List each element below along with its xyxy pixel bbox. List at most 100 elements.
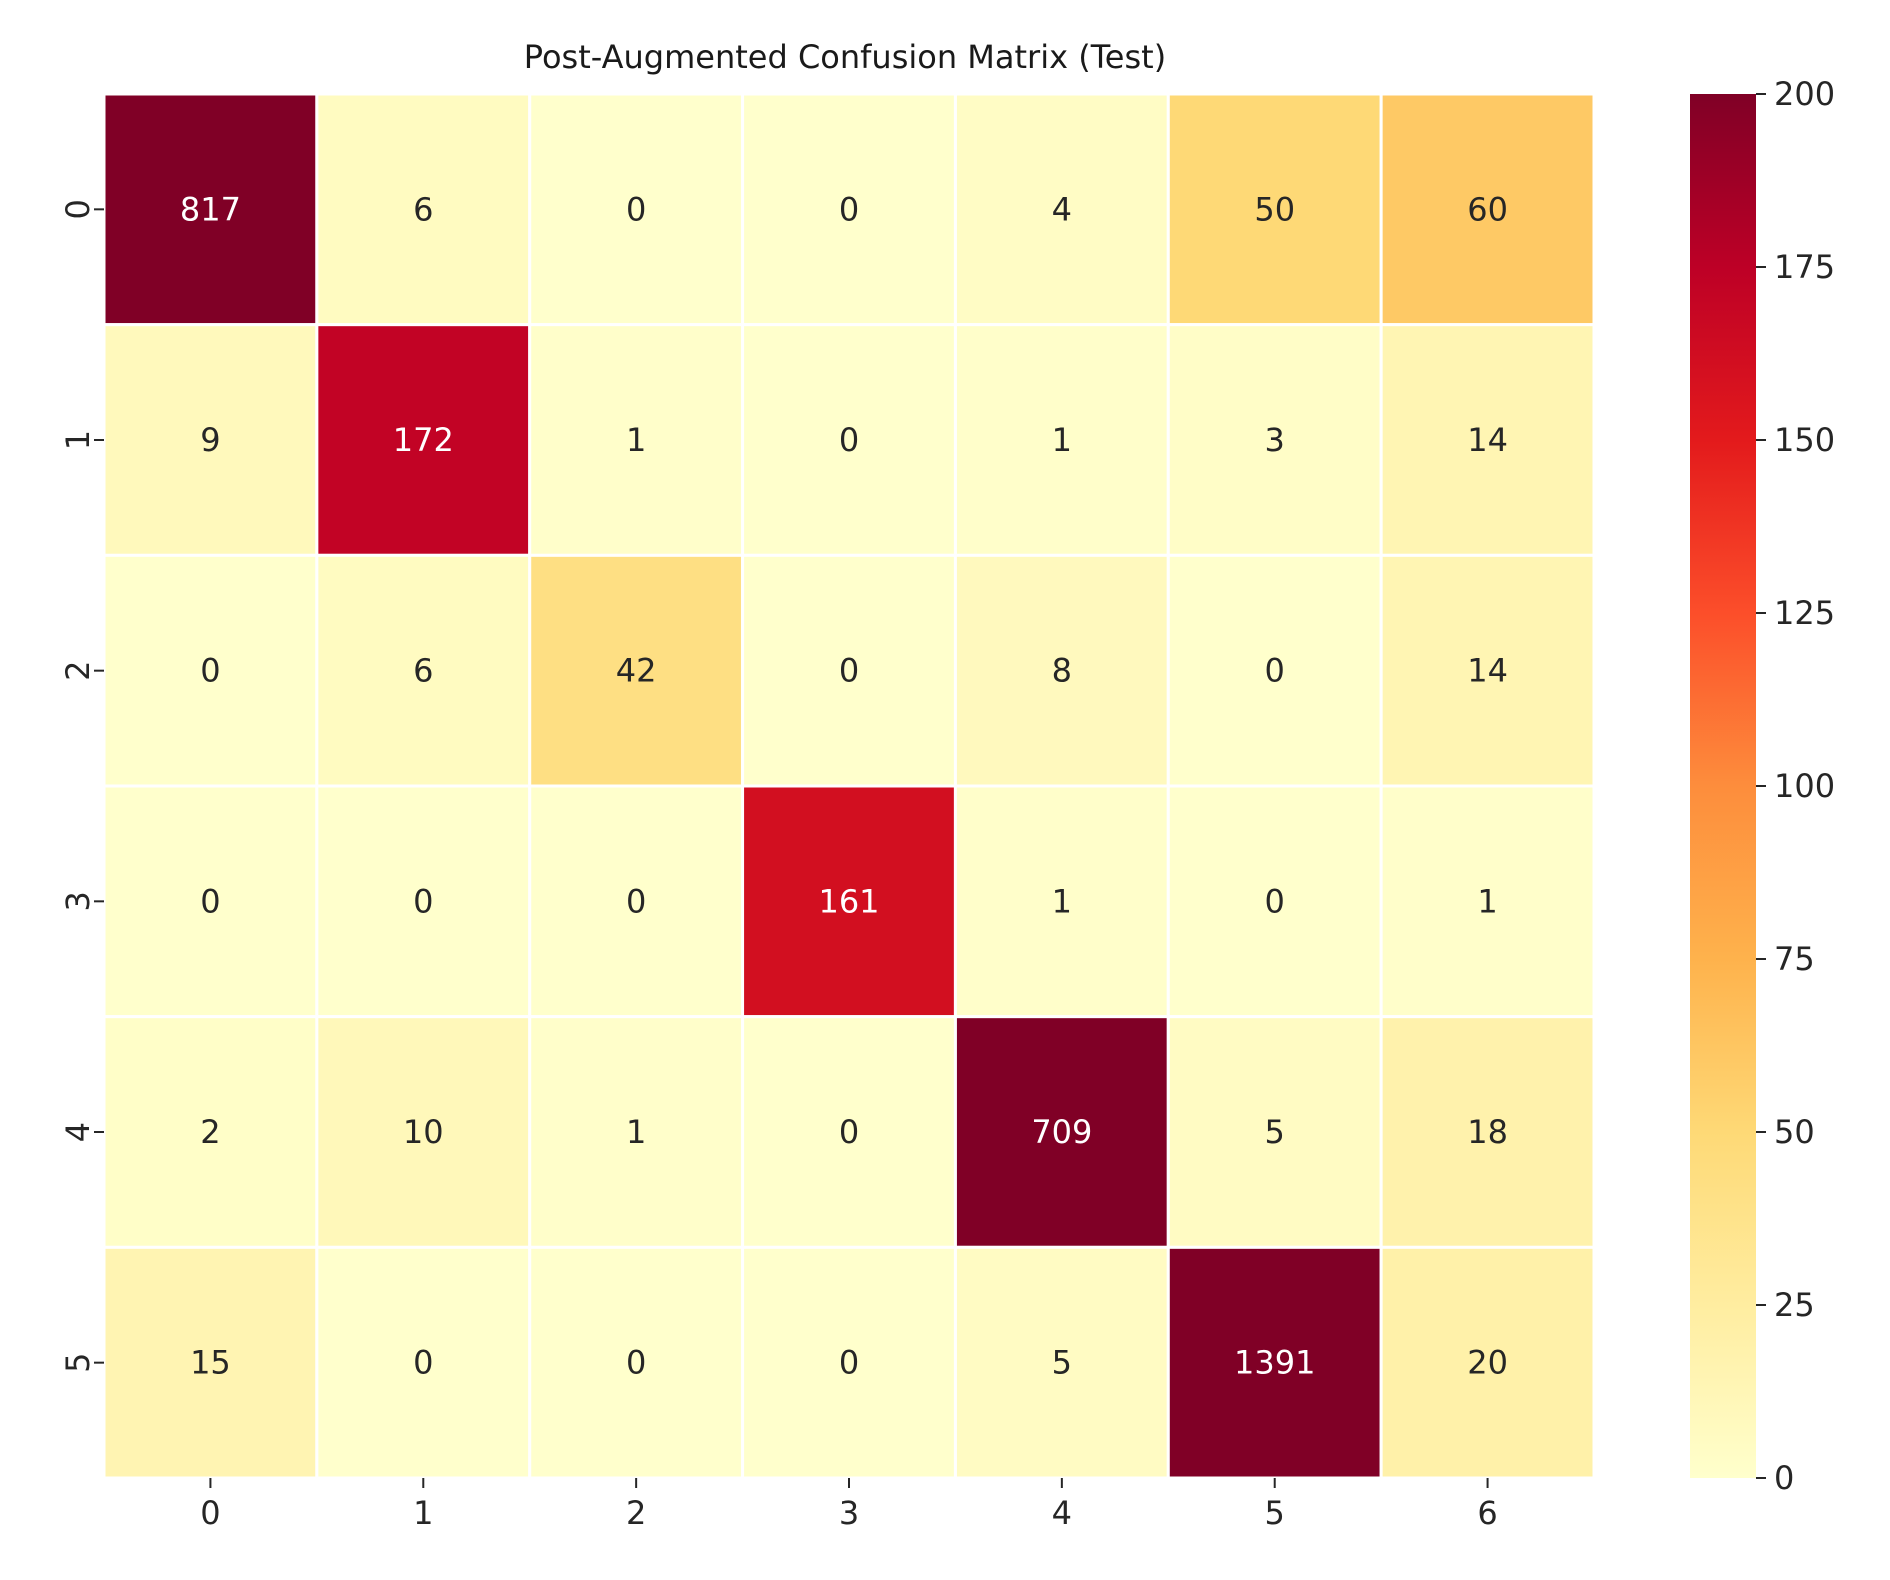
cell-value-label: 0 [200,882,220,920]
heatmap-cell [741,784,957,1019]
heatmap-cell [1379,784,1596,1019]
heatmap: 817 6 0 0 4 50 609 172 1 0 1 3 140 6 42 0 8 0 140 0 0 161 1 0 12… [59,92,1596,1532]
cell-value-label: 0 [413,1344,433,1382]
cell-value-label: 0 [626,882,646,920]
colorbar-tick-label: 75 [1774,940,1815,978]
chart-title: Post-Augmented Confusion Matrix (Test) [524,38,1166,76]
y-tick-label: 0 [59,199,97,219]
heatmap-cell [528,1015,745,1249]
cell-value-label: 1391 [1234,1344,1315,1382]
cell-value-label: 50 [1254,190,1295,228]
heatmap-cell [953,553,1170,788]
cell-value-label: 20 [1467,1344,1508,1382]
cell-value-label: 0 [839,190,859,228]
colorbar-tick-label: 25 [1774,1286,1815,1324]
colorbar-tick-label: 50 [1774,1113,1815,1151]
heatmap-cell [528,784,745,1019]
cell-value-label: 0 [1265,882,1285,920]
heatmap-cell [953,784,1170,1019]
cell-value-label: 10 [403,1113,444,1151]
cell-value-label: 18 [1467,1113,1508,1151]
heatmap-cell [315,1015,532,1249]
colorbar-tick-label: 125 [1774,594,1835,632]
heatmap-cell [315,92,532,327]
cell-value-label: 2 [200,1113,220,1151]
cell-value-label: 0 [839,1113,859,1151]
cell-value-label: 6 [413,652,433,690]
y-tick-label: 3 [59,891,97,911]
colorbar-tick-label: 150 [1774,421,1835,459]
cell-value-label: 0 [200,652,220,690]
cell-value-label: 6 [413,190,433,228]
cell-value-label: 0 [839,1344,859,1382]
x-tick-label: 2 [626,1494,646,1532]
heatmap-cell [528,92,745,327]
x-tick-label: 0 [200,1494,220,1532]
colorbar-tick-label: 175 [1774,248,1835,286]
heatmap-cell [741,553,957,788]
heatmap-cell [1166,553,1383,788]
cell-value-label: 42 [616,652,657,690]
heatmap-cell [741,1245,957,1480]
x-tick-label: 4 [1052,1494,1072,1532]
cell-value-label: 1 [1052,421,1072,459]
cell-value-label: 0 [1265,652,1285,690]
heatmap-cell [1379,1015,1596,1249]
cell-value-label: 172 [393,421,454,459]
heatmap-cell [1379,92,1596,327]
heatmap-cell [102,553,319,788]
colorbar-tick-label: 100 [1774,767,1835,805]
cell-value-label: 14 [1467,652,1508,690]
colorbar: 0 25 50 75 100 125 150 175 200 [1690,75,1835,1497]
cell-value-label: 0 [839,421,859,459]
cell-value-label: 709 [1031,1113,1092,1151]
colorbar-tick-label: 200 [1774,75,1835,113]
heatmap-cell [528,553,745,788]
x-tick-label: 5 [1265,1494,1285,1532]
cell-value-label: 3 [1265,421,1285,459]
heatmap-cell [102,92,319,327]
cell-value-label: 5 [1052,1344,1072,1382]
heatmap-cell [1166,323,1383,557]
heatmap-cell [528,323,745,557]
colorbar-gradient [1690,94,1756,1478]
x-tick-label: 6 [1477,1494,1497,1532]
heatmap-cell [315,323,532,557]
cell-value-label: 9 [200,421,220,459]
cell-value-label: 1 [626,1113,646,1151]
cell-value-label: 0 [413,882,433,920]
cell-value-label: 4 [1052,190,1072,228]
cell-value-label: 1 [626,421,646,459]
heatmap-cell [315,784,532,1019]
cell-value-label: 5 [1265,1113,1285,1151]
y-tick-label: 5 [59,1352,97,1372]
y-tick-label: 2 [59,660,97,680]
cell-value-label: 60 [1467,190,1508,228]
cell-value-label: 0 [626,1344,646,1382]
y-tick-label: 1 [59,430,97,450]
heatmap-cell [1379,553,1596,788]
cell-value-label: 0 [626,190,646,228]
heatmap-cell [953,323,1170,557]
heatmap-cell [315,553,532,788]
cell-value-label: 15 [190,1344,231,1382]
heatmap-cell [102,1245,319,1480]
heatmap-cell [528,1245,745,1480]
heatmap-cell [102,784,319,1019]
cell-value-label: 1 [1052,882,1072,920]
cell-value-label: 817 [180,190,241,228]
y-tick-label: 4 [59,1122,97,1142]
cell-value-label: 8 [1052,652,1072,690]
cell-value-label: 1 [1477,882,1497,920]
x-tick-label: 1 [413,1494,433,1532]
cell-value-label: 161 [818,882,879,920]
heatmap-cell [1166,1245,1383,1480]
cell-value-label: 0 [839,652,859,690]
colorbar-tick-label: 0 [1774,1459,1794,1497]
heatmap-cell [1379,323,1596,557]
x-tick-label: 3 [839,1494,859,1532]
heatmap-cell [102,1015,319,1249]
cell-value-label: 14 [1467,421,1508,459]
heatmap-cell [1379,1245,1596,1480]
